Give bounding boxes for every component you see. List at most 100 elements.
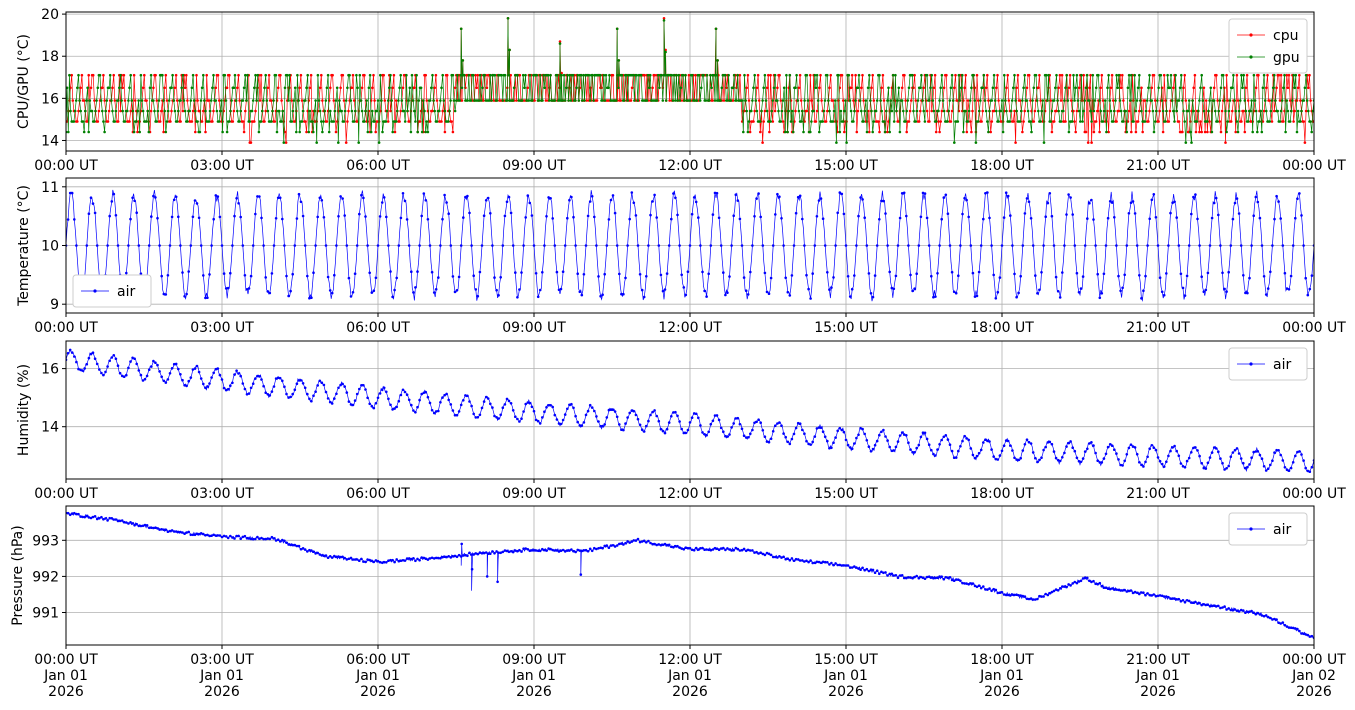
data-point <box>966 99 970 102</box>
data-point <box>200 86 204 90</box>
data-point <box>129 521 132 524</box>
data-point <box>1206 271 1210 275</box>
data-point <box>905 130 908 134</box>
data-point <box>751 549 754 552</box>
data-point <box>903 73 906 77</box>
data-point <box>93 120 96 123</box>
data-point <box>328 555 332 558</box>
data-point <box>1217 450 1220 454</box>
data-point <box>170 529 174 532</box>
data-point <box>1279 109 1283 113</box>
data-point <box>908 109 912 113</box>
data-point <box>898 216 902 220</box>
data-point <box>533 99 536 102</box>
data-point <box>952 290 956 294</box>
data-point <box>990 589 993 593</box>
data-point <box>1011 593 1014 596</box>
data-point <box>1002 593 1006 596</box>
data-point <box>233 214 236 218</box>
data-point <box>1086 217 1089 220</box>
data-point <box>754 99 758 102</box>
data-point <box>1194 193 1197 196</box>
data-point <box>360 193 363 197</box>
data-point <box>890 109 894 113</box>
data-point <box>773 109 777 113</box>
data-point <box>1069 99 1073 102</box>
data-point <box>70 191 74 195</box>
data-point <box>374 130 378 134</box>
data-point <box>847 73 851 77</box>
data-point <box>266 290 270 293</box>
data-point <box>561 548 565 552</box>
x-tick-label: 15:00 UT <box>814 486 878 502</box>
data-point <box>828 86 831 90</box>
data-point <box>906 99 910 102</box>
data-point <box>661 429 665 433</box>
data-point <box>244 73 247 77</box>
data-point <box>478 270 482 274</box>
data-point <box>749 549 752 552</box>
data-point <box>636 244 640 247</box>
data-point <box>1308 470 1312 474</box>
data-point <box>892 287 896 291</box>
data-point <box>374 559 378 562</box>
y-tick-label: 18 <box>41 49 59 65</box>
data-point <box>959 445 962 448</box>
data-point <box>705 548 708 551</box>
data-point <box>241 244 245 247</box>
data-point <box>460 542 464 546</box>
data-point <box>1248 610 1251 613</box>
legend-frame <box>1228 18 1308 74</box>
data-point <box>1046 99 1049 102</box>
data-point <box>601 546 604 550</box>
data-point <box>1227 270 1230 274</box>
data-point <box>1037 109 1040 113</box>
data-point <box>909 576 912 579</box>
data-point <box>904 120 907 123</box>
data-point <box>1001 130 1005 134</box>
data-point <box>536 419 540 423</box>
x-tick-label: 00:00 UT Jan 02 2026 <box>1282 652 1346 700</box>
data-point <box>220 378 224 381</box>
data-point <box>413 109 416 113</box>
data-point <box>994 457 998 461</box>
data-point <box>1118 99 1122 102</box>
data-point <box>969 244 973 247</box>
data-point <box>233 373 236 376</box>
data-point <box>460 99 464 102</box>
data-point <box>112 354 116 357</box>
data-point <box>1090 441 1093 444</box>
data-point <box>593 409 596 413</box>
data-point <box>1027 597 1031 601</box>
data-point <box>545 215 548 218</box>
data-point <box>658 86 661 90</box>
data-point <box>755 109 759 113</box>
data-point <box>1266 615 1270 619</box>
data-point <box>1248 463 1251 466</box>
data-point <box>326 397 330 400</box>
data-point <box>1049 99 1053 102</box>
data-point <box>1235 120 1239 123</box>
data-point <box>261 109 264 113</box>
data-point <box>493 73 497 77</box>
data-point <box>905 576 908 580</box>
data-point <box>886 99 889 102</box>
data-point <box>1002 444 1006 448</box>
data-point <box>1262 275 1266 278</box>
data-point <box>234 99 238 102</box>
legend: air <box>1228 512 1308 546</box>
data-point <box>414 559 417 563</box>
data-point <box>527 99 531 102</box>
data-point <box>1084 86 1088 90</box>
data-point <box>1300 214 1303 217</box>
data-point <box>841 99 845 102</box>
data-point <box>967 583 970 586</box>
data-point <box>1038 288 1041 292</box>
data-point <box>1008 120 1012 123</box>
data-point <box>353 399 357 402</box>
data-point <box>1015 86 1018 90</box>
data-point <box>216 534 220 537</box>
data-point <box>368 402 372 406</box>
data-point <box>1073 120 1076 123</box>
data-point <box>555 549 559 552</box>
